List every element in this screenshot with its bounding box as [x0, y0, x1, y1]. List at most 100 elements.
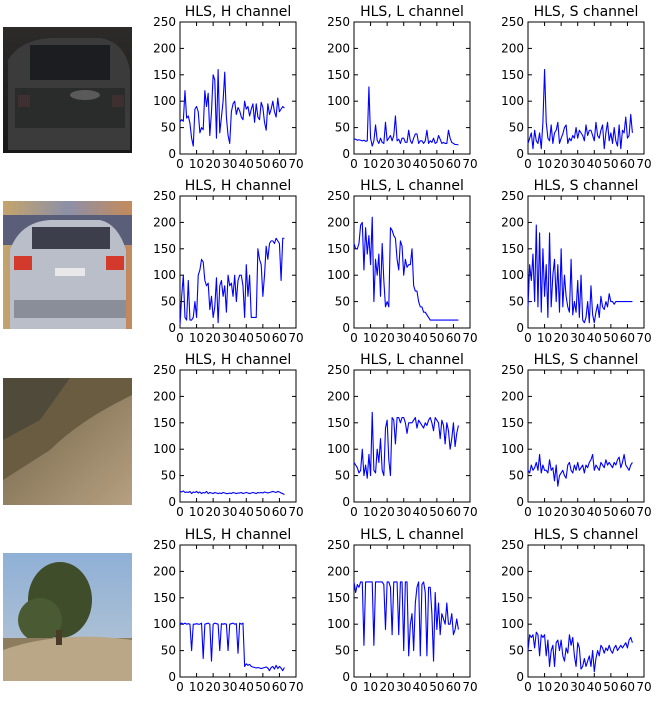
plot-frame — [179, 369, 297, 503]
y-tick-label: 100 — [153, 94, 176, 108]
y-tick-label: 100 — [327, 268, 350, 282]
x-tick-label: 10 — [363, 331, 378, 345]
x-tick-label: 70 — [462, 157, 477, 171]
y-tick-label: 250 — [501, 15, 524, 29]
y-tick-label: 150 — [153, 591, 176, 605]
y-tick-label: 50 — [335, 121, 350, 135]
x-tick-label: 0 — [524, 505, 532, 519]
x-tick-label: 50 — [255, 505, 270, 519]
y-tick-label: 50 — [509, 469, 524, 483]
plot-frame — [179, 21, 297, 155]
series-line — [354, 86, 459, 147]
plot-frame — [179, 544, 297, 678]
x-tick-label: 10 — [189, 331, 204, 345]
y-tick-label: 250 — [501, 363, 524, 377]
plot-frame — [527, 195, 645, 329]
y-tick-label: 150 — [501, 68, 524, 82]
x-tick-label: 50 — [255, 331, 270, 345]
x-tick-label: 20 — [206, 331, 221, 345]
y-tick-label: 150 — [327, 416, 350, 430]
x-tick-label: 50 — [603, 331, 618, 345]
y-tick-label: 150 — [501, 591, 524, 605]
chart-title: HLS, H channel — [185, 527, 292, 543]
chart-title: HLS, H channel — [185, 178, 292, 194]
y-tick-label: 250 — [327, 15, 350, 29]
tree-landscape-icon — [3, 553, 132, 681]
y-tick-label: 250 — [501, 538, 524, 552]
y-tick-label: 50 — [509, 121, 524, 135]
x-tick-label: 30 — [570, 157, 585, 171]
x-tick-label: 10 — [189, 505, 204, 519]
series-line — [527, 631, 633, 673]
x-tick-label: 70 — [462, 680, 477, 694]
y-tick-label: 200 — [501, 215, 524, 229]
plot-frame — [527, 544, 645, 678]
x-tick-label: 20 — [554, 157, 569, 171]
y-tick-label: 250 — [153, 15, 176, 29]
silver-car-rear-icon — [3, 201, 132, 329]
plot-frame — [353, 21, 471, 155]
chart-title: HLS, S channel — [534, 4, 639, 20]
x-tick-label: 70 — [462, 331, 477, 345]
y-tick-label: 150 — [327, 68, 350, 82]
x-tick-label: 0 — [176, 680, 184, 694]
x-tick-label: 60 — [620, 157, 635, 171]
x-tick-label: 30 — [396, 505, 411, 519]
y-tick-label: 100 — [501, 268, 524, 282]
x-tick-label: 60 — [272, 680, 287, 694]
x-tick-label: 50 — [429, 331, 444, 345]
y-tick-label: 200 — [153, 215, 176, 229]
y-tick-label: 250 — [327, 363, 350, 377]
x-tick-label: 10 — [189, 680, 204, 694]
x-tick-label: 50 — [603, 680, 618, 694]
y-tick-label: 200 — [501, 389, 524, 403]
plot-frame — [179, 195, 297, 329]
y-tick-label: 0 — [342, 147, 350, 161]
y-tick-label: 0 — [342, 495, 350, 509]
x-tick-label: 40 — [239, 505, 254, 519]
x-tick-label: 60 — [272, 157, 287, 171]
x-tick-label: 60 — [620, 680, 635, 694]
y-tick-label: 100 — [153, 442, 176, 456]
series-line — [527, 68, 633, 150]
y-tick-label: 100 — [153, 268, 176, 282]
y-tick-label: 0 — [516, 321, 524, 335]
x-tick-label: 0 — [524, 680, 532, 694]
y-tick-label: 100 — [501, 617, 524, 631]
x-tick-label: 30 — [570, 331, 585, 345]
x-tick-label: 40 — [587, 331, 602, 345]
y-tick-label: 50 — [509, 644, 524, 658]
y-tick-label: 0 — [342, 670, 350, 684]
y-tick-label: 200 — [501, 564, 524, 578]
x-tick-label: 60 — [446, 331, 461, 345]
x-tick-label: 30 — [222, 505, 237, 519]
y-tick-label: 100 — [501, 442, 524, 456]
x-tick-label: 20 — [380, 505, 395, 519]
y-tick-label: 200 — [327, 564, 350, 578]
plot-frame — [353, 369, 471, 503]
y-tick-label: 0 — [168, 147, 176, 161]
x-tick-label: 50 — [429, 505, 444, 519]
x-tick-label: 70 — [636, 157, 651, 171]
y-tick-label: 200 — [327, 215, 350, 229]
y-tick-label: 150 — [327, 591, 350, 605]
x-tick-label: 10 — [363, 505, 378, 519]
plot-frame — [527, 369, 645, 503]
x-tick-label: 70 — [636, 680, 651, 694]
chart-title: HLS, L channel — [360, 4, 464, 20]
x-tick-label: 70 — [288, 680, 303, 694]
chart-title: HLS, L channel — [360, 352, 464, 368]
x-tick-label: 20 — [206, 157, 221, 171]
x-tick-label: 40 — [239, 680, 254, 694]
x-tick-label: 30 — [396, 157, 411, 171]
series-line — [353, 581, 459, 662]
